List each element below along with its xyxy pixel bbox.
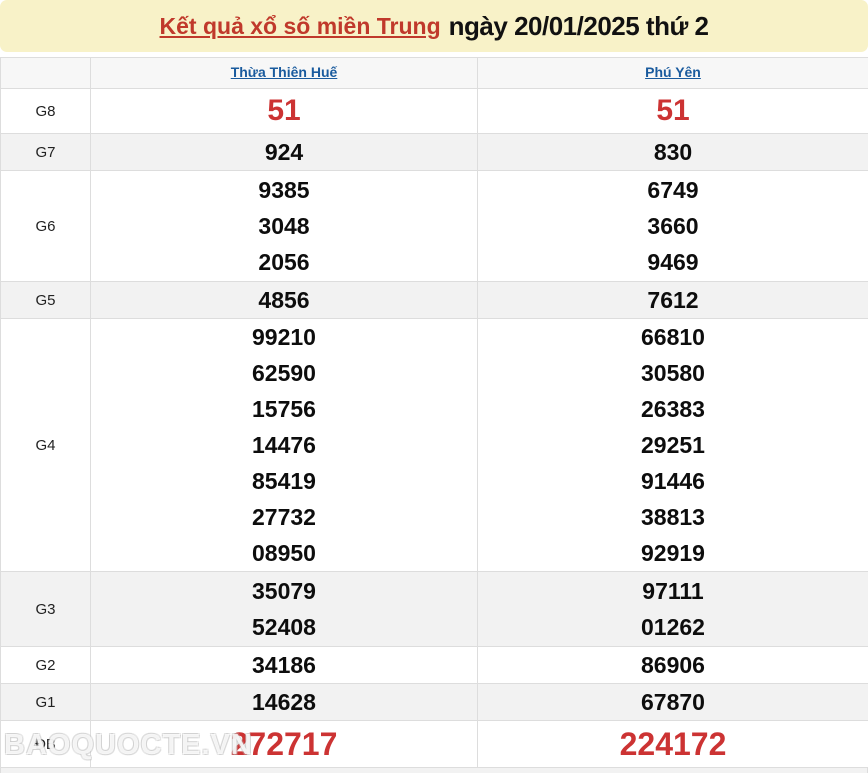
- page-title: Kết quả xổ số miền Trung ngày 20/01/2025…: [0, 0, 868, 52]
- prize-value: 85419: [252, 468, 316, 494]
- prize-value: 08950: [252, 540, 316, 566]
- prize-value: 7612: [647, 287, 699, 313]
- title-link[interactable]: Kết quả xổ số miền Trung: [159, 12, 441, 39]
- table-row-g8: G8 51 51: [0, 88, 868, 134]
- prize-value: 99210: [252, 324, 316, 350]
- prize-label: G3: [0, 571, 91, 647]
- prize-value: 26383: [641, 396, 705, 422]
- prize-label: G7: [0, 133, 91, 171]
- prize-value: 14628: [252, 689, 316, 715]
- prize-value: 51: [656, 94, 690, 127]
- prize-value: 67870: [641, 689, 705, 715]
- prize-value: 92919: [641, 540, 705, 566]
- prize-value: 97111: [642, 578, 704, 604]
- prize-label: G4: [0, 318, 91, 572]
- table-row-g6: G6 9385 3048 2056 6749 3660 9469: [0, 170, 868, 282]
- prize-value: 34186: [252, 652, 316, 678]
- prize-value: 6749: [647, 177, 699, 203]
- prize-label: ĐB: [0, 720, 91, 768]
- prize-value: 9385: [258, 177, 310, 203]
- prize-value: 38813: [641, 504, 705, 530]
- table-row-g7: G7 924 830: [0, 133, 868, 171]
- prize-value: 830: [653, 139, 693, 165]
- prize-value: 01262: [641, 614, 705, 640]
- prize-value: 62590: [252, 360, 316, 386]
- prize-label: G8: [0, 88, 91, 134]
- prize-label: G1: [0, 683, 91, 721]
- prize-label: G6: [0, 170, 91, 282]
- prize-value: 30580: [641, 360, 705, 386]
- province-link-thua-thien-hue[interactable]: Thừa Thiên Huế: [230, 64, 338, 80]
- prize-value: 52408: [252, 614, 316, 640]
- header-empty-cell: [0, 57, 91, 89]
- prize-value: 29251: [641, 432, 705, 458]
- province-link-phu-yen[interactable]: Phú Yên: [645, 64, 701, 80]
- prize-value: 14476: [252, 432, 316, 458]
- table-row-g5: G5 4856 7612: [0, 281, 868, 319]
- prize-value: 86906: [641, 652, 705, 678]
- prize-value: 9469: [647, 249, 699, 275]
- prize-label: G2: [0, 646, 91, 684]
- prize-value: 2056: [258, 249, 310, 275]
- prize-value: 3660: [647, 213, 699, 239]
- title-date: ngày 20/01/2025 thứ 2: [448, 10, 709, 41]
- cutoff-next-row: [0, 768, 868, 773]
- table-row-g1: G1 14628 67870: [0, 683, 868, 721]
- prize-value: 4856: [258, 287, 310, 313]
- prize-value: 66810: [641, 324, 705, 350]
- prize-value: 272717: [230, 726, 338, 762]
- prize-value: 3048: [258, 213, 310, 239]
- prize-value: 27732: [252, 504, 316, 530]
- prize-value: 924: [264, 139, 304, 165]
- prize-value: 15756: [252, 396, 316, 422]
- prize-value: 51: [267, 94, 301, 127]
- prize-value: 35079: [252, 578, 316, 604]
- prize-value: 91446: [641, 468, 705, 494]
- table-row-g4: G4 99210 62590 15756 14476 85419 27732 0…: [0, 318, 868, 572]
- table-row-g3: G3 35079 52408 97111 01262: [0, 571, 868, 647]
- table-row-db: ĐB 272717 224172: [0, 720, 868, 768]
- table-header-row: Thừa Thiên Huế Phú Yên: [0, 57, 868, 89]
- results-table: Thừa Thiên Huế Phú Yên G8 51 51 G7 924 8…: [0, 57, 868, 768]
- table-row-g2: G2 34186 86906: [0, 646, 868, 684]
- prize-value: 224172: [619, 726, 727, 762]
- prize-label: G5: [0, 281, 91, 319]
